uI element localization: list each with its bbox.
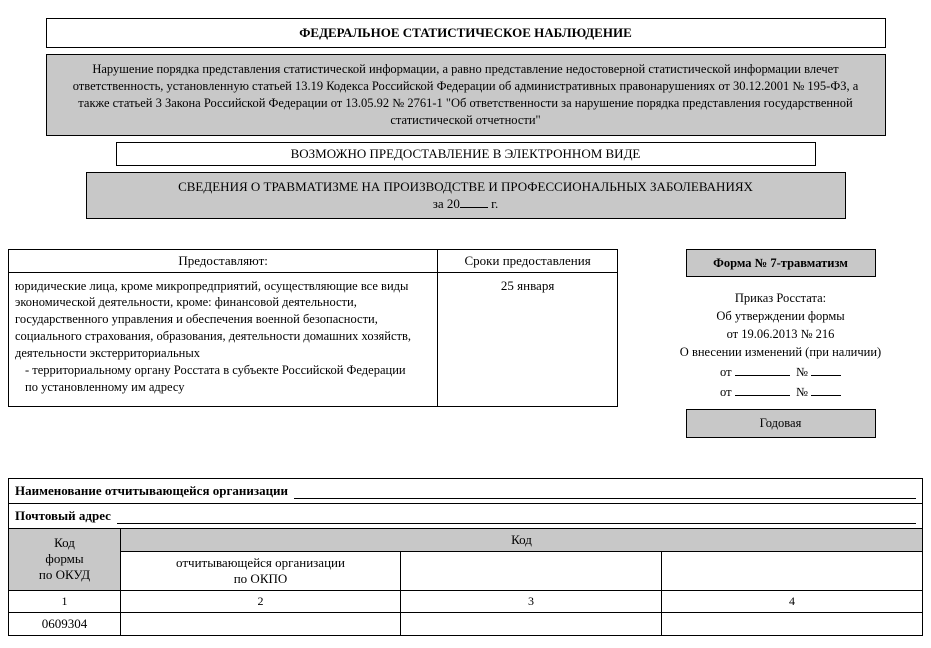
addr-row: Почтовый адрес [8, 503, 923, 528]
svedeniya-line1: СВЕДЕНИЯ О ТРАВМАТИЗМЕ НА ПРОИЗВОДСТВЕ И… [178, 179, 753, 194]
code-col-4-header [662, 551, 923, 590]
title-text: ФЕДЕРАЛЬНОЕ СТАТИСТИЧЕСКОЕ НАБЛЮДЕНИЕ [299, 25, 632, 40]
amend-row-2: от № [638, 383, 923, 401]
colnum-1: 1 [9, 590, 121, 612]
colnum-2: 2 [121, 590, 401, 612]
code4-value[interactable] [662, 612, 923, 635]
org-label: Наименование отчитывающейся организации [15, 483, 288, 499]
lower-block: Наименование отчитывающейся организации … [8, 478, 923, 636]
addr-fill[interactable] [117, 511, 916, 523]
svedeniya-prefix: за 20 [433, 196, 460, 211]
provide-p3: по установленному им адресу [15, 379, 431, 396]
notice-text: Нарушение порядка представления статисти… [73, 62, 859, 127]
code-col-3-header [401, 551, 662, 590]
amend-num-blank-1[interactable] [811, 364, 841, 376]
codes-table: Код формы по ОКУД Код отчитывающейся орг… [8, 528, 923, 636]
amend-label: О внесении изменений (при наличии) [638, 343, 923, 361]
form-number-box: Форма № 7-травматизм [686, 249, 876, 277]
code3-value[interactable] [401, 612, 662, 635]
annual-box: Годовая [686, 409, 876, 437]
okud-value: 0609304 [9, 612, 121, 635]
electronic-text: ВОЗМОЖНО ПРЕДОСТАВЛЕНИЕ В ЭЛЕКТРОННОМ ВИ… [291, 146, 641, 161]
okpo-value[interactable] [121, 612, 401, 635]
title-box: ФЕДЕРАЛЬНОЕ СТАТИСТИЧЕСКОЕ НАБЛЮДЕНИЕ [46, 18, 886, 48]
addr-label: Почтовый адрес [15, 508, 111, 524]
amend-num-blank-2[interactable] [811, 384, 841, 396]
provide-p1: юридические лица, кроме микропредприятий… [15, 278, 431, 362]
notice-box: Нарушение порядка представления статисти… [46, 54, 886, 136]
org-row: Наименование отчитывающейся организации [8, 478, 923, 503]
kod-header: Код [121, 528, 923, 551]
colnum-4: 4 [662, 590, 923, 612]
order-label: Приказ Росстата: [638, 289, 923, 307]
okud-header: Код формы по ОКУД [9, 528, 121, 590]
svedeniya-suffix: г. [488, 196, 498, 211]
approval-date: от 19.06.2013 № 216 [638, 325, 923, 343]
provide-p2: - территориальному органу Росстата в суб… [15, 362, 431, 379]
provide-table: Предоставляют: Сроки предоставления юрид… [8, 249, 618, 407]
okpo-header: отчитывающейся организации по ОКПО [121, 551, 401, 590]
electronic-box: ВОЗМОЖНО ПРЕДОСТАВЛЕНИЕ В ЭЛЕКТРОННОМ ВИ… [116, 142, 816, 166]
amend-row-1: от № [638, 363, 923, 381]
amend-date-blank-1[interactable] [735, 364, 790, 376]
provide-header: Предоставляют: [9, 249, 438, 272]
org-fill[interactable] [294, 486, 916, 498]
amend-date-blank-2[interactable] [735, 384, 790, 396]
form-meta-block: Форма № 7-травматизм Приказ Росстата: Об… [638, 249, 923, 438]
deadline-header: Сроки предоставления [438, 249, 618, 272]
deadline-cell: 25 января [438, 272, 618, 406]
svedeniya-box: СВЕДЕНИЯ О ТРАВМАТИЗМЕ НА ПРОИЗВОДСТВЕ И… [86, 172, 846, 219]
provide-body: юридические лица, кроме микропредприятий… [9, 272, 438, 406]
colnum-3: 3 [401, 590, 662, 612]
year-blank[interactable] [460, 196, 488, 208]
approval-label: Об утверждении формы [638, 307, 923, 325]
